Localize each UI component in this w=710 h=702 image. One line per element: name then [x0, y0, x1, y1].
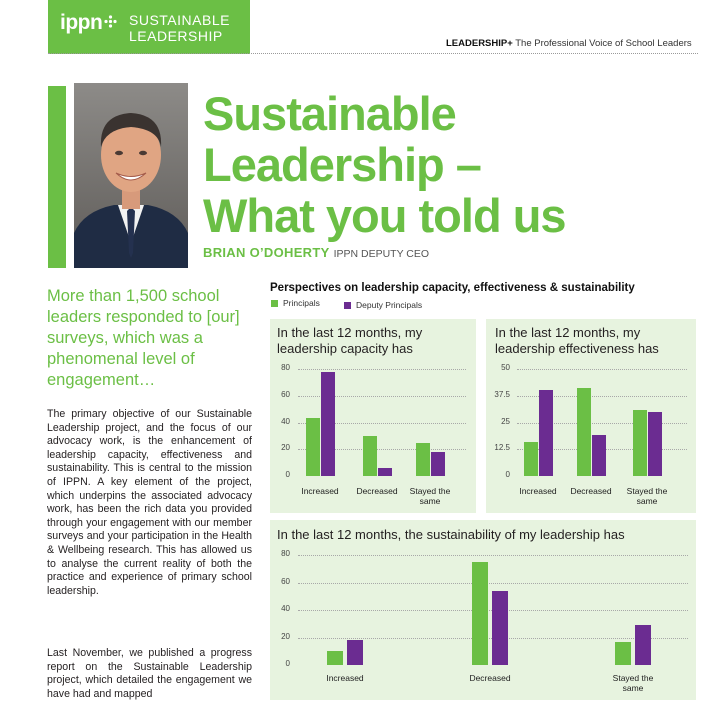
bar-deputy-principals [430, 451, 445, 476]
body-paragraph-1: The primary objective of our Sustainable… [47, 408, 252, 597]
section-header-box [48, 0, 250, 54]
category-label: Increased [301, 486, 339, 496]
author-role: IPPN DEPUTY CEO [333, 248, 430, 260]
category-label: Increased [519, 486, 557, 496]
grid-line [298, 449, 466, 451]
bar-deputy-principals [492, 590, 508, 665]
legend-swatch-deputy-principals [344, 302, 351, 309]
y-tick-label: 20 [281, 631, 290, 641]
chart-title-effectiveness: In the last 12 months, my leadership eff… [495, 325, 659, 356]
bar-deputy-principals [377, 467, 392, 476]
article-title: Sustainable Leadership – What you told u… [203, 88, 703, 241]
grid-line [298, 395, 466, 397]
tagline-brand: LEADERSHIP+ [446, 38, 513, 49]
bar-principals [576, 388, 591, 476]
category-label: Stayed the same [626, 486, 668, 506]
bar-principals [523, 441, 538, 476]
author-name: BRIAN O’DOHERTY [203, 245, 330, 260]
category-label: Decreased [570, 486, 612, 496]
bar-deputy-principals [320, 371, 335, 476]
legend-label-deputy-principals: Deputy Principals [356, 300, 423, 310]
grid-line [517, 395, 687, 397]
magazine-tagline: LEADERSHIP+ The Professional Voice of Sc… [446, 38, 692, 49]
category-label: Stayed the same [612, 673, 654, 693]
bar-deputy-principals [538, 390, 553, 476]
y-tick-label: 20 [281, 443, 290, 453]
y-tick-label: 80 [281, 549, 290, 558]
y-tick-label: 60 [281, 389, 290, 399]
header-divider [48, 53, 698, 54]
author-photo [74, 83, 188, 268]
y-tick-label: 0 [285, 659, 290, 668]
y-tick-label: 0 [505, 470, 510, 479]
section-label-line1: SUSTAINABLE [129, 12, 230, 28]
category-label: Increased [326, 673, 364, 683]
title-line-2: Leadership – [203, 138, 482, 191]
y-tick-label: 12.5 [494, 443, 510, 453]
grid-line [298, 422, 466, 424]
y-tick-label: 50 [501, 363, 510, 372]
bar-principals [472, 561, 488, 665]
body-paragraph-2: Last November, we published a progress r… [47, 647, 252, 700]
category-label: Decreased [356, 486, 398, 496]
bar-deputy-principals [635, 625, 651, 665]
bar-principals [327, 651, 343, 665]
category-label: Decreased [469, 673, 511, 683]
chart-title-capacity: In the last 12 months, my leadership cap… [277, 325, 423, 356]
y-tick-label: 40 [281, 416, 290, 426]
bar-deputy-principals [591, 435, 606, 476]
y-tick-label: 25 [501, 416, 510, 426]
title-line-3: What you told us [203, 189, 567, 242]
y-tick-label: 40 [281, 604, 290, 613]
y-tick-label: 0 [285, 470, 290, 479]
bar-principals [415, 442, 430, 476]
grid-line [298, 555, 688, 556]
tagline-text: The Professional Voice of School Leaders [515, 38, 692, 49]
bar-principals [305, 418, 320, 476]
bar-principals [632, 409, 647, 476]
y-tick-label: 80 [281, 363, 290, 372]
accent-bar [48, 86, 66, 268]
grid-line [298, 582, 688, 584]
section-label-line2: LEADERSHIP [129, 28, 223, 44]
bar-principals [615, 641, 631, 665]
y-tick-label: 60 [281, 576, 290, 586]
chart-panel-capacity [270, 319, 476, 513]
grid-line [517, 369, 687, 370]
bar-deputy-principals [647, 411, 662, 476]
bar-principals [362, 435, 377, 476]
logo-dots-icon [104, 15, 117, 28]
chart-group-title: Perspectives on leadership capacity, eff… [270, 282, 635, 294]
y-tick-label: 37.5 [494, 389, 510, 399]
ippn-logo: ippn [60, 11, 103, 34]
chart-title-sustainability: In the last 12 months, the sustainabilit… [277, 527, 625, 542]
title-line-1: Sustainable [203, 87, 457, 140]
category-label: Stayed the same [409, 486, 451, 506]
grid-line [298, 369, 466, 370]
bar-deputy-principals [347, 640, 363, 665]
byline: BRIAN O’DOHERTY IPPN DEPUTY CEO [203, 245, 429, 260]
legend-swatch-principals [271, 300, 278, 307]
grid-line [517, 422, 687, 424]
pull-quote: More than 1,500 school leaders responded… [47, 287, 240, 389]
legend-label-principals: Principals [283, 298, 320, 308]
